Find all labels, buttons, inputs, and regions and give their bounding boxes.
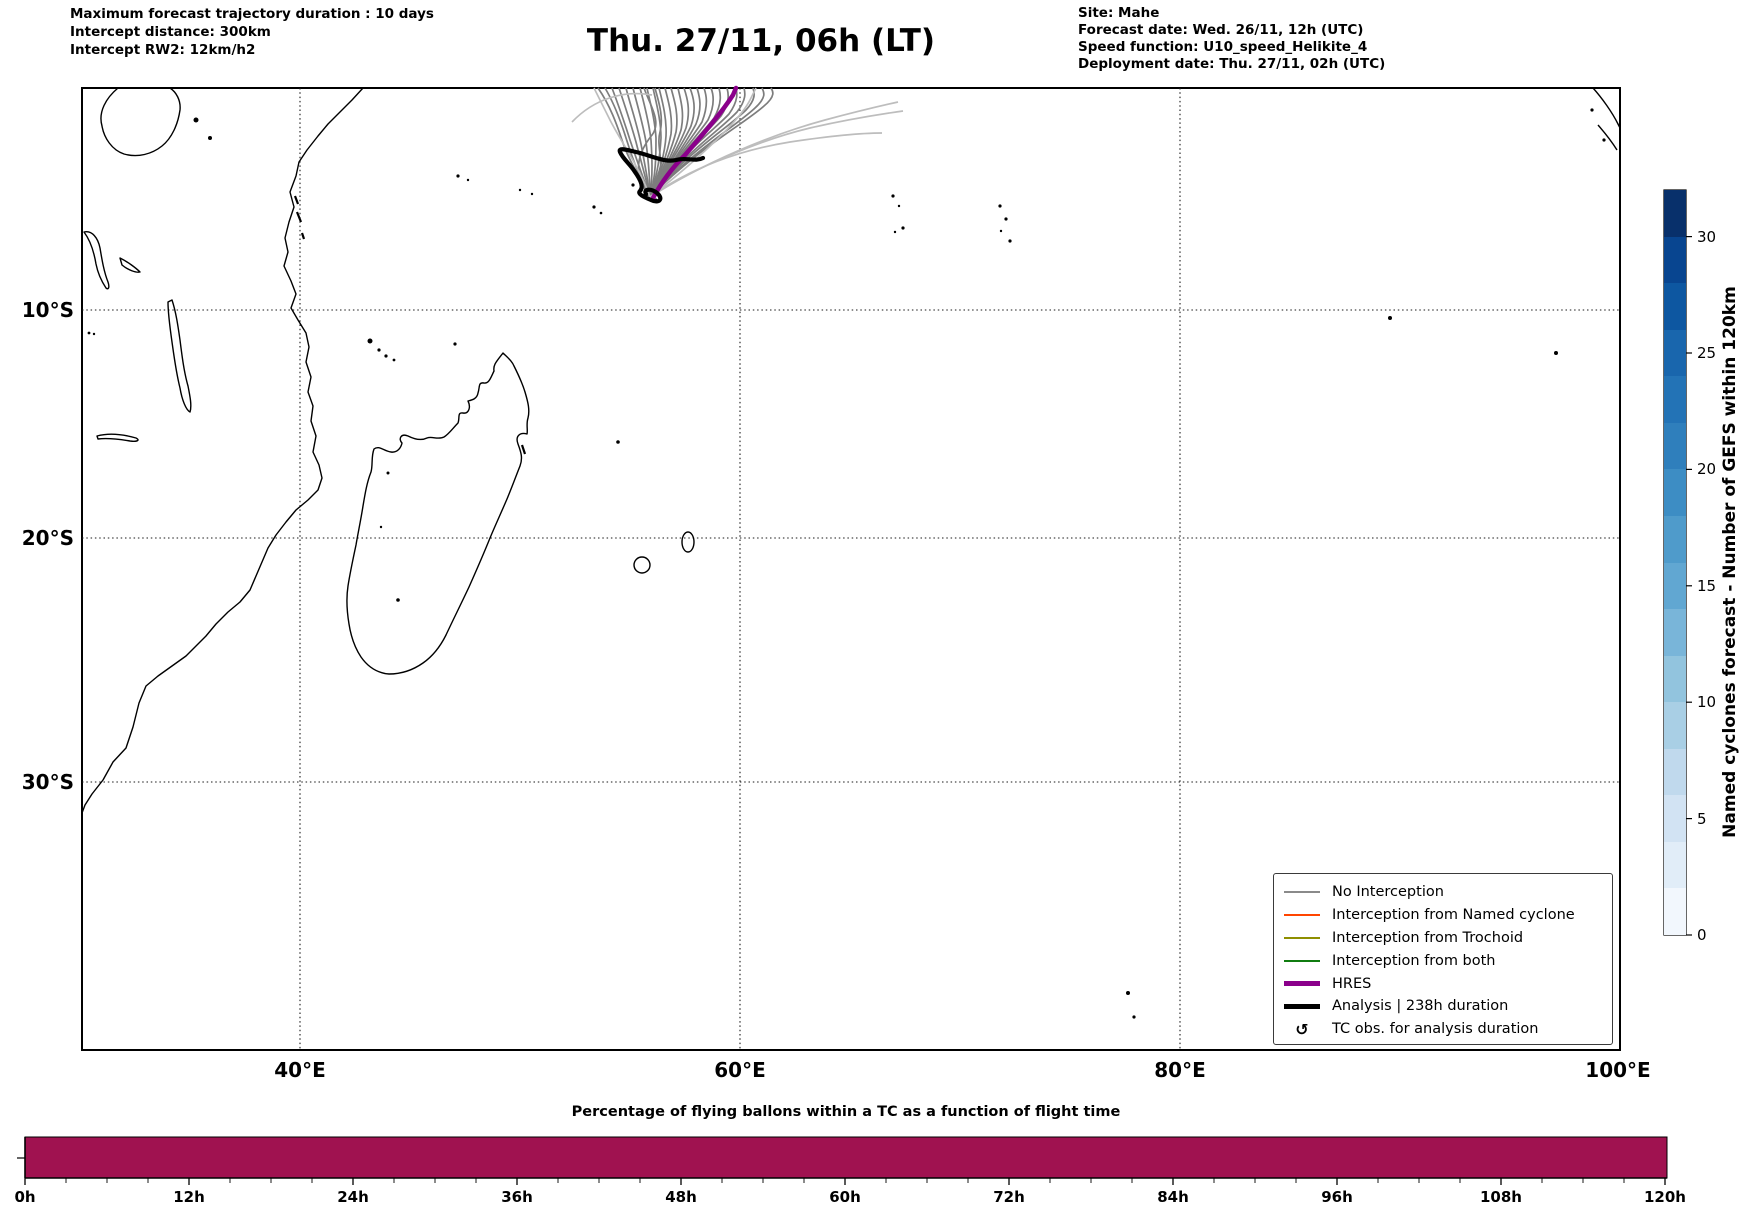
flight-tick-48h: 48h <box>665 1188 697 1206</box>
header-right-line-4: Deployment date: Thu. 27/11, 02h (UTC) <box>1078 56 1386 72</box>
lake-cahora-bassa <box>96 433 139 442</box>
gefs-track-light <box>571 92 653 123</box>
colorbar-tick-10: 10 <box>1697 693 1717 712</box>
flight-tick-108h: 108h <box>1480 1188 1522 1206</box>
lat-tick-20s: 20°S <box>21 526 74 550</box>
colorbar-tick-20: 20 <box>1697 460 1717 479</box>
flight-chart-group <box>17 1136 1668 1185</box>
legend-label: TC obs. for analysis duration <box>1332 1021 1539 1038</box>
legend-row-named-cyclone: Interception from Named cyclone <box>1284 904 1600 927</box>
gefs-track <box>649 87 663 198</box>
legend-label: Interception from both <box>1332 952 1496 969</box>
header-left-line-1: Maximum forecast trajectory duration : 1… <box>70 6 434 22</box>
header-left-line-3: Intercept RW2: 12km/h2 <box>70 42 256 58</box>
island-mauritius <box>681 531 695 553</box>
flight-tick-0h: 0h <box>14 1188 36 1206</box>
legend-label: HRES <box>1332 975 1372 992</box>
gefs-track <box>649 87 765 198</box>
coastline-africa-east <box>81 87 364 814</box>
gefs-track <box>649 87 667 198</box>
flight-tick-72h: 72h <box>993 1188 1025 1206</box>
legend-row-no-interception: No Interception <box>1284 881 1600 904</box>
gefs-tracks-light <box>571 87 904 198</box>
black-thick-line-icon <box>1284 1003 1320 1009</box>
analysis-track <box>617 147 706 204</box>
flight-tick-12h: 12h <box>173 1188 205 1206</box>
flight-tick-96h: 96h <box>1321 1188 1353 1206</box>
island-zanzibar-group <box>293 195 527 455</box>
gefs-track <box>611 87 651 198</box>
map-legend: No Interception Interception from Named … <box>1273 873 1613 1045</box>
olive-line-icon <box>1284 936 1320 939</box>
coastline-sumatra <box>1592 87 1621 151</box>
gefs-track-light <box>649 132 883 198</box>
flight-tick-36h: 36h <box>501 1188 533 1206</box>
gefs-track-light <box>649 87 757 198</box>
legend-row-trochoid: Interception from Trochoid <box>1284 927 1600 950</box>
page-title: Thu. 27/11, 06h (LT) <box>586 23 936 59</box>
legend-row-analysis: Analysis | 238h duration <box>1284 995 1600 1018</box>
legend-label: No Interception <box>1332 884 1444 901</box>
header-right-line-1: Site: Mahe <box>1078 5 1160 21</box>
legend-label: Analysis | 238h duration <box>1332 998 1509 1015</box>
rotate-ccw-icon: ↺ <box>1295 1019 1309 1039</box>
legend-row-tc-obs: ↺ TC obs. for analysis duration <box>1284 1018 1600 1041</box>
hres-track <box>650 85 739 201</box>
header-right-line-2: Forecast date: Wed. 26/11, 12h (UTC) <box>1078 22 1364 38</box>
flight-minor-ticks <box>65 1178 1625 1183</box>
gefs-track <box>649 87 673 198</box>
colorbar-tick-25: 25 <box>1697 344 1717 362</box>
map-frame <box>81 87 1621 1051</box>
gefs-track <box>618 87 651 198</box>
island-reunion <box>633 556 651 574</box>
gefs-track <box>649 87 774 198</box>
graticule <box>82 88 1620 1050</box>
legend-label: Interception from Named cyclone <box>1332 907 1575 924</box>
colorbar-tick-0: 0 <box>1697 926 1707 944</box>
header-left-line-2: Intercept distance: 300km <box>70 24 271 40</box>
gray-line-icon <box>1284 891 1320 894</box>
colorbar-tick-marks <box>1686 236 1692 936</box>
colorbar-tick-5: 5 <box>1697 809 1707 828</box>
purple-thick-line-icon <box>1284 981 1320 987</box>
legend-row-both: Interception from both <box>1284 949 1600 972</box>
lon-tick-80e: 80°E <box>1154 1058 1206 1082</box>
lon-tick-60e: 60°E <box>714 1058 766 1082</box>
lake-victoria <box>100 87 181 157</box>
colorbar-gradient <box>1664 190 1686 935</box>
flight-tick-60h: 60h <box>829 1188 861 1206</box>
gefs-track <box>639 87 653 198</box>
lat-tick-30s: 30°S <box>21 770 74 794</box>
coastline-madagascar <box>346 352 530 675</box>
legend-row-hres: HRES <box>1284 972 1600 995</box>
flight-tick-24h: 24h <box>337 1188 369 1206</box>
flight-bar <box>24 1136 1668 1179</box>
lake-rukwa <box>119 257 141 273</box>
gefs-track <box>649 87 662 198</box>
lake-malawi <box>167 299 192 413</box>
lat-tick-10s: 10°S <box>21 298 74 322</box>
flight-tick-120h: 120h <box>1644 1188 1686 1206</box>
gefs-track <box>625 87 651 198</box>
lon-tick-40e: 40°E <box>274 1058 326 1082</box>
colorbar-tick-15: 15 <box>1697 576 1717 595</box>
flight-tick-84h: 84h <box>1157 1188 1189 1206</box>
lon-tick-100e: 100°E <box>1585 1058 1651 1082</box>
legend-label: Interception from Trochoid <box>1332 929 1524 946</box>
coastlines <box>81 87 1621 814</box>
orange-line-icon <box>1284 914 1320 917</box>
green-line-icon <box>1284 959 1320 962</box>
flight-chart-title: Percentage of flying ballons within a TC… <box>571 1104 1121 1120</box>
colorbar-tick-30: 30 <box>1697 227 1717 246</box>
gefs-track <box>649 87 695 198</box>
flight-major-ticks <box>24 1178 1666 1185</box>
header-right-line-3: Speed function: U10_speed_Helikite_4 <box>1078 39 1368 55</box>
gefs-track-light <box>593 87 651 198</box>
colorbar-label: Named cyclones forecast - Number of GEFS… <box>1720 286 1740 838</box>
lake-tanganyika <box>83 231 110 290</box>
